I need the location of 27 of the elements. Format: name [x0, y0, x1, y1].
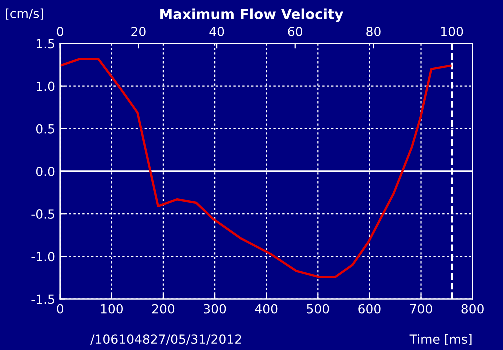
y-tick-label: 1.0	[36, 82, 55, 92]
x-tick-label: 100	[101, 304, 124, 314]
x2-tick-label: 80	[366, 27, 381, 36]
chart-title: Maximum Flow Velocity	[160, 8, 344, 22]
x-tick-label: 200	[152, 304, 175, 314]
x-tick-label: 700	[410, 304, 432, 314]
x2-tick-label: 60	[288, 27, 303, 36]
x2-tick-label: 40	[210, 27, 224, 36]
x-tick-label: 500	[307, 304, 330, 314]
line-series	[60, 58, 452, 278]
y-axis-title: [cm/s]	[6, 8, 44, 20]
x-tick-label: 300	[204, 304, 226, 314]
y-tick-label: -1.0	[32, 252, 55, 262]
y-tick-label: 0.5	[36, 124, 54, 134]
x-axis-title: Time [ms]	[410, 334, 472, 346]
y-tick-label: 0.0	[36, 166, 55, 176]
x-tick-label: 0	[57, 304, 64, 314]
x2-tick-label: 20	[132, 27, 146, 36]
text: /106104827/05/31/2012	[90, 334, 242, 346]
x2-tick-label: 0	[57, 27, 64, 36]
x-tick-label: 600	[358, 304, 381, 314]
y-tick-label: -0.5	[32, 210, 54, 220]
x-tick-label: 400	[255, 304, 278, 314]
y-tick-label: 1.5	[36, 39, 54, 49]
y-tick-label: -1.5	[32, 294, 54, 304]
x-tick-label: 800	[462, 304, 484, 314]
x2-tick-label: 100	[442, 27, 464, 36]
